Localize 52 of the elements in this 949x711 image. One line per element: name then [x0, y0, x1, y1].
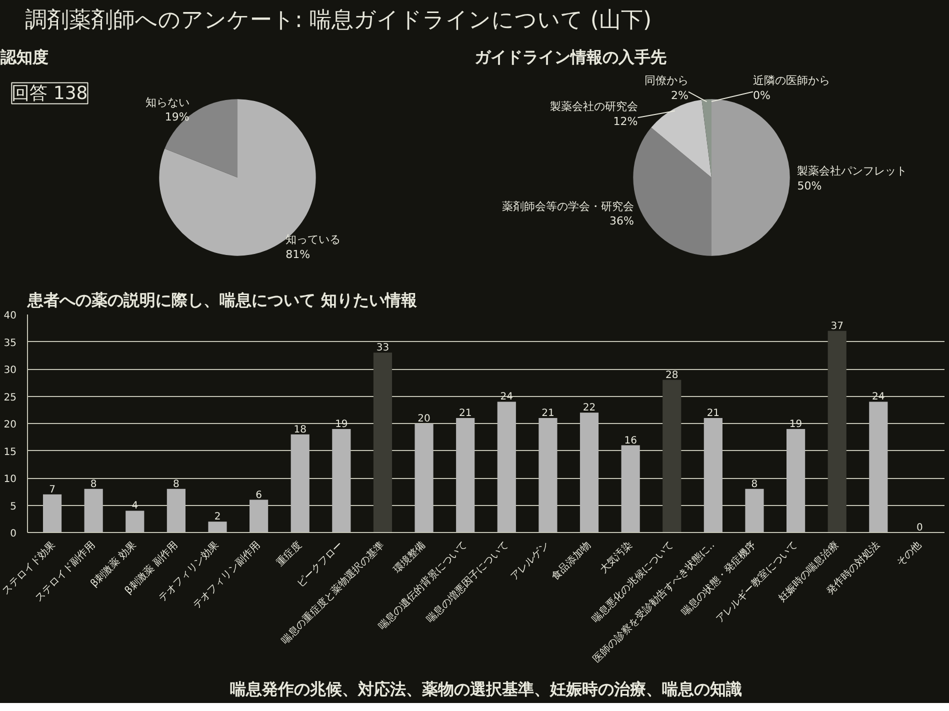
data-label: 36%: [609, 214, 634, 228]
data-label: 16: [624, 435, 637, 446]
data-label: 19%: [164, 110, 190, 124]
data-label: 21: [706, 408, 720, 420]
data-label: 37: [830, 320, 844, 332]
slice-label: 同僚から: [644, 74, 688, 88]
slice-label: 知っている: [286, 233, 341, 246]
x-tick-label: 重症度: [274, 538, 304, 569]
text: 調剤薬剤師へのアンケート: 喘息ガイドラインについて (山下): [25, 7, 652, 35]
data-label: 2: [214, 512, 221, 523]
data-label: 18: [294, 424, 306, 436]
data-label: 21: [458, 408, 472, 420]
slice-label: 薬剤師会等の学会・研究会: [502, 200, 634, 213]
y-tick-label: 35: [4, 338, 17, 349]
chart-title: ガイドライン情報の入手先: [474, 48, 666, 66]
text: 0%: [752, 89, 770, 102]
y-tick-label: 5: [10, 501, 17, 512]
data-label: 81%: [286, 248, 310, 261]
data-label: 2%: [671, 89, 688, 102]
slice-label: 製薬会社パンフレット: [797, 164, 908, 178]
data-label: 6: [256, 490, 262, 501]
text: 回答 138: [12, 82, 88, 104]
data-label: 28: [666, 370, 678, 381]
x-tick-label: 食品添加物: [549, 538, 594, 583]
x-tick-label: 大気汚染: [598, 538, 634, 576]
y-tick-label: 30: [4, 365, 17, 376]
chart-title: 患者への薬の説明に際し、喘息について 知りたい情報: [26, 290, 418, 310]
y-tick-label: 20: [4, 420, 17, 430]
x-tick-label: アレルゲン: [508, 540, 552, 583]
data-label: 8: [90, 478, 97, 490]
data-label: 33: [376, 342, 390, 354]
x-tick-label: その他: [894, 538, 924, 569]
data-label: 7: [49, 484, 56, 496]
data-label: 21: [542, 408, 554, 420]
data-label: 22: [582, 402, 596, 414]
data-label: 50%: [797, 179, 822, 192]
y-tick-label: 10: [4, 474, 17, 485]
category-label: 近隣の医師から: [752, 74, 830, 88]
data-label: 8: [751, 478, 758, 490]
data-label: 0: [916, 522, 923, 534]
y-tick-label: 0: [10, 528, 17, 540]
data-label: 12%: [613, 114, 638, 128]
slice-label: 製薬会社の研究会: [550, 100, 638, 113]
text: 喘息発作の兆候、対応法、薬物の選択基準、妊娠時の治療、喘息の知識: [230, 680, 742, 698]
y-tick-label: 40: [4, 310, 17, 322]
slice-label: 知らない: [145, 96, 190, 109]
data-label: 20: [418, 414, 430, 424]
chart-title: 認知度: [0, 48, 48, 66]
x-tick-label: 環境整備: [391, 538, 428, 576]
data-label: 8: [173, 478, 180, 490]
y-tick-label: 25: [4, 392, 17, 404]
y-tick-label: 15: [4, 446, 17, 458]
